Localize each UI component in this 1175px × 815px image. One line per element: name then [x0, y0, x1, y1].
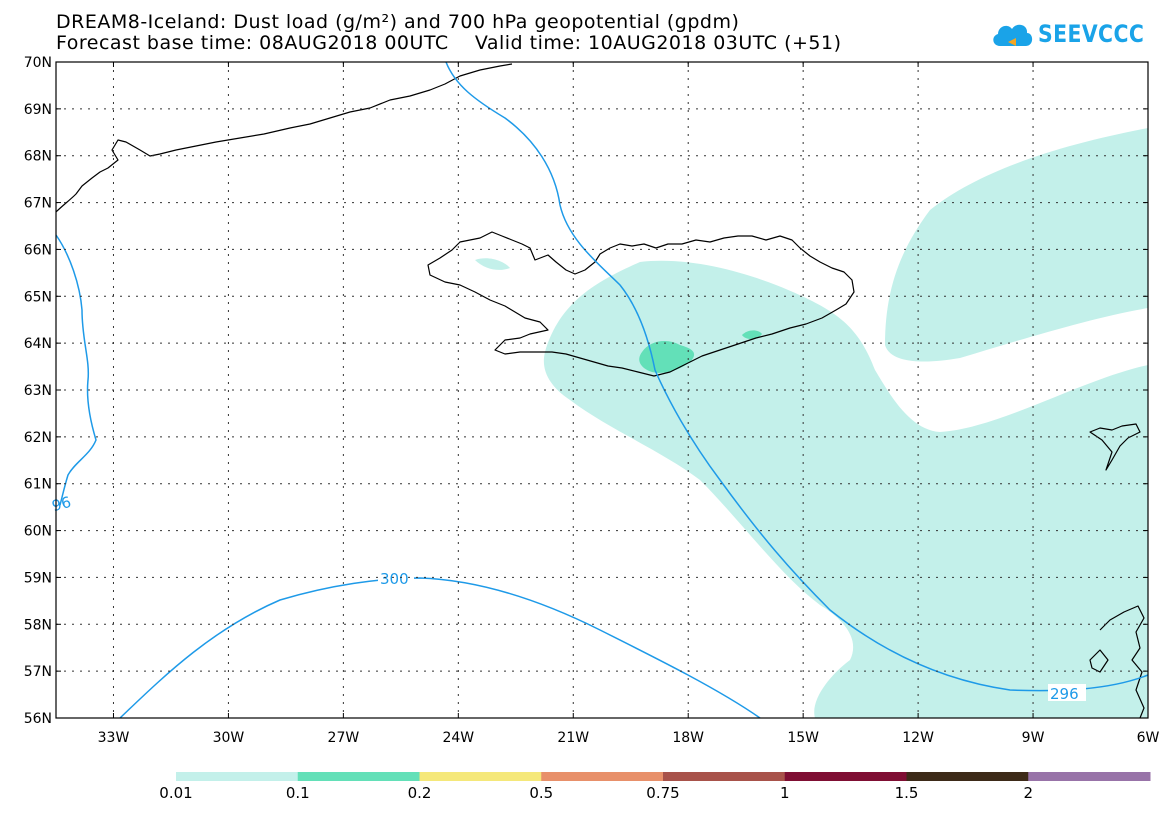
colorbar-swatch: [906, 772, 1029, 781]
contour-label-300: 300: [380, 570, 409, 588]
colorbar-label: 2: [1023, 784, 1033, 802]
colorbar-label: 0.2: [408, 784, 432, 802]
lat-tick-label: 68N: [24, 149, 52, 165]
contour-296-north: [445, 61, 1149, 692]
hebrides-coast: [1089, 649, 1109, 673]
colorbar-label: 1.5: [895, 784, 919, 802]
colorbar: 0.01 0.1 0.2 0.5 0.75 1 1.5 2: [159, 772, 1151, 802]
greenland-coast: [55, 63, 513, 213]
graticule: [56, 62, 1148, 718]
lat-tick-label: 64N: [24, 336, 52, 352]
colorbar-swatch: [297, 772, 420, 781]
lon-tick-label: 18W: [672, 730, 704, 746]
lat-tick-label: 62N: [24, 430, 52, 446]
contour-300: [119, 577, 761, 719]
lon-tick-label: 30W: [213, 730, 245, 746]
colorbar-swatch: [176, 772, 299, 781]
dust-load-fill: [475, 128, 1148, 718]
colorbar-label: 0.5: [529, 784, 553, 802]
faroe-islands-coast: [1089, 423, 1141, 471]
lat-tick-label: 58N: [24, 617, 52, 633]
lat-tick-label: 57N: [24, 664, 52, 680]
dust-band-upper: [885, 128, 1148, 362]
colorbar-swatch: [1028, 772, 1151, 781]
lon-tick-label: 27W: [328, 730, 360, 746]
latitude-axis: 70N 69N 68N 67N 66N 65N 64N 63N 62N 61N 60N 59N 58N 5…: [24, 55, 1148, 727]
lat-tick-label: 70N: [24, 55, 52, 71]
lat-tick-label: 60N: [24, 524, 52, 540]
lon-tick-label: 6W: [1137, 730, 1160, 746]
longitude-axis: 33W 30W 27W 24W 21W 18W 15W 12W 9W 6W: [98, 62, 1160, 746]
contour-label-296: 296: [1050, 685, 1079, 703]
colorbar-swatch: [541, 772, 664, 781]
lat-tick-label: 67N: [24, 196, 52, 212]
colorbar-label: 0.1: [286, 784, 310, 802]
dust-core-medium: [639, 340, 695, 373]
colorbar-label: 1: [780, 784, 790, 802]
contour-label-96: 96: [50, 493, 73, 515]
dust-plume-light: [543, 260, 1148, 718]
lon-tick-label: 9W: [1022, 730, 1045, 746]
coastlines: [55, 63, 1145, 719]
geopotential-contours: [55, 61, 1149, 719]
lat-tick-label: 59N: [24, 570, 52, 586]
lat-tick-label: 56N: [24, 711, 52, 727]
colorbar-swatch: [784, 772, 907, 781]
lon-tick-label: 12W: [902, 730, 934, 746]
lon-tick-label: 15W: [787, 730, 819, 746]
lat-tick-label: 63N: [24, 383, 52, 399]
scotland-coast: [1099, 605, 1145, 719]
dust-core-medium-east: [742, 330, 762, 340]
lat-tick-label: 61N: [24, 477, 52, 493]
map-subtitle: Forecast base time: 08AUG2018 00UTC Vali…: [56, 32, 842, 54]
lon-tick-label: 24W: [442, 730, 474, 746]
lat-tick-label: 65N: [24, 289, 52, 305]
lon-tick-label: 33W: [98, 730, 130, 746]
colorbar-swatch: [663, 772, 786, 781]
colorbar-label: 0.01: [159, 784, 192, 802]
dust-patch-north: [640, 264, 790, 310]
cloud-logo-icon: [993, 24, 1033, 46]
lat-tick-label: 69N: [24, 102, 52, 118]
dust-patch-west: [475, 258, 510, 270]
logo-text: SEEVCCC: [1038, 20, 1145, 48]
iceland-coast: [427, 231, 855, 377]
colorbar-label: 0.75: [646, 784, 679, 802]
seevccc-logo: SEEVCCC: [990, 20, 1163, 48]
map-title: DREAM8-Iceland: Dust load (g/m²) and 700…: [56, 11, 740, 33]
contour-296-west: [55, 234, 97, 506]
colorbar-swatch: [419, 772, 542, 781]
lat-tick-label: 66N: [24, 242, 52, 258]
lon-tick-label: 21W: [557, 730, 589, 746]
